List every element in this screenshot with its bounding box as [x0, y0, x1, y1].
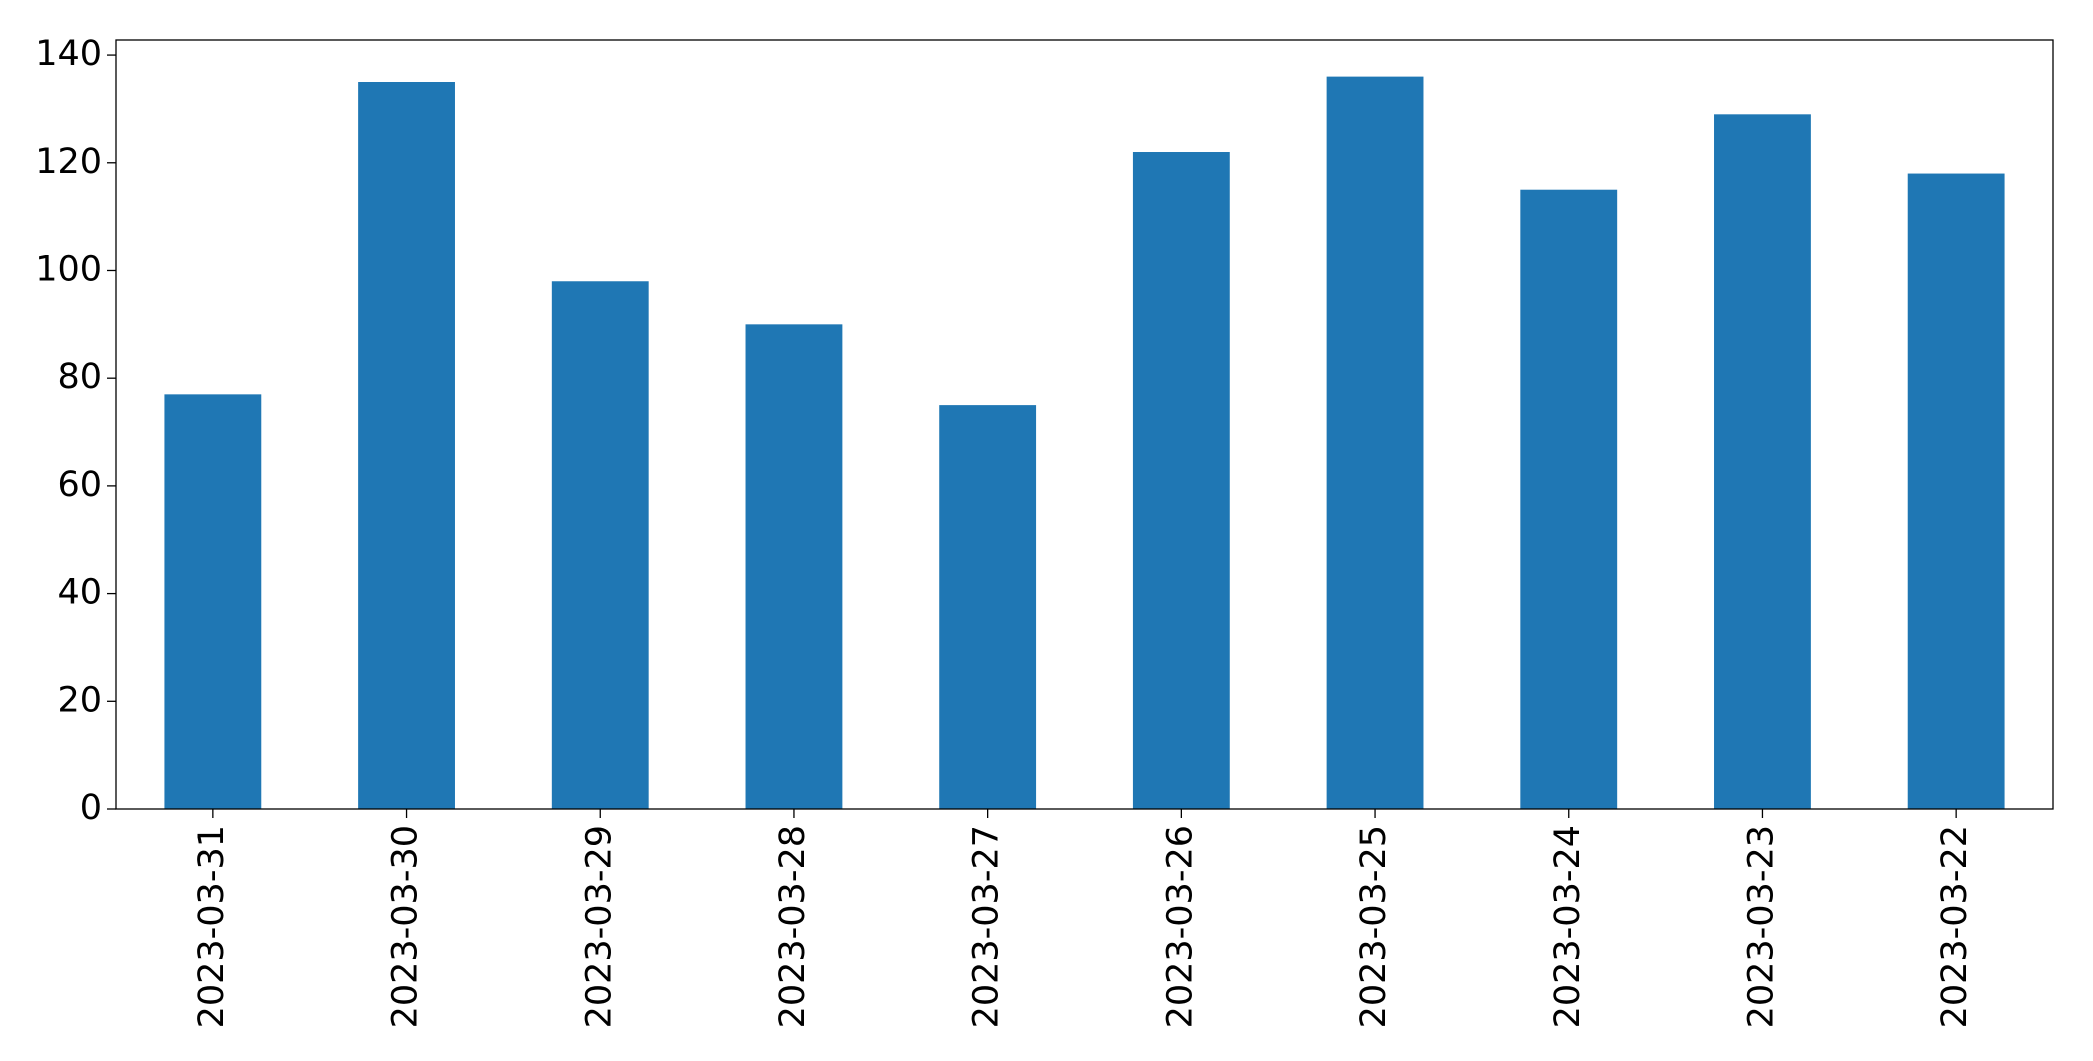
- bar: [1326, 76, 1424, 810]
- y-tick-label: 40: [57, 573, 102, 613]
- bar: [164, 394, 262, 809]
- x-tick-label: 2023-03-31: [192, 825, 232, 1028]
- bar: [1714, 114, 1811, 809]
- y-tick-label: 100: [35, 249, 102, 289]
- x-tick-label: 2023-03-30: [386, 825, 426, 1028]
- bar: [1907, 173, 2005, 809]
- bar: [551, 281, 649, 810]
- y-tick-label: 80: [57, 357, 102, 397]
- bar: [358, 82, 455, 809]
- plot-frame: [115, 39, 2054, 810]
- bar: [745, 324, 843, 809]
- y-tick-label: 140: [35, 34, 102, 74]
- x-tick-label: 2023-03-27: [967, 825, 1007, 1028]
- x-tick-label: 2023-03-25: [1354, 825, 1394, 1028]
- y-tick-label: 120: [35, 142, 102, 182]
- x-tick-label: 2023-03-23: [1741, 825, 1781, 1028]
- x-tick-label: 2023-03-22: [1935, 825, 1975, 1028]
- y-tick-label: 20: [57, 680, 102, 720]
- y-tick-label: 0: [80, 788, 102, 828]
- bar: [1132, 152, 1230, 809]
- x-tick-label: 2023-03-24: [1548, 825, 1588, 1028]
- x-tick-label: 2023-03-28: [773, 825, 813, 1028]
- bar: [1520, 189, 1618, 809]
- x-tick-label: 2023-03-29: [579, 825, 619, 1028]
- x-tick-label: 2023-03-26: [1160, 825, 1200, 1028]
- y-tick-label: 60: [57, 465, 102, 505]
- bar: [939, 405, 1037, 809]
